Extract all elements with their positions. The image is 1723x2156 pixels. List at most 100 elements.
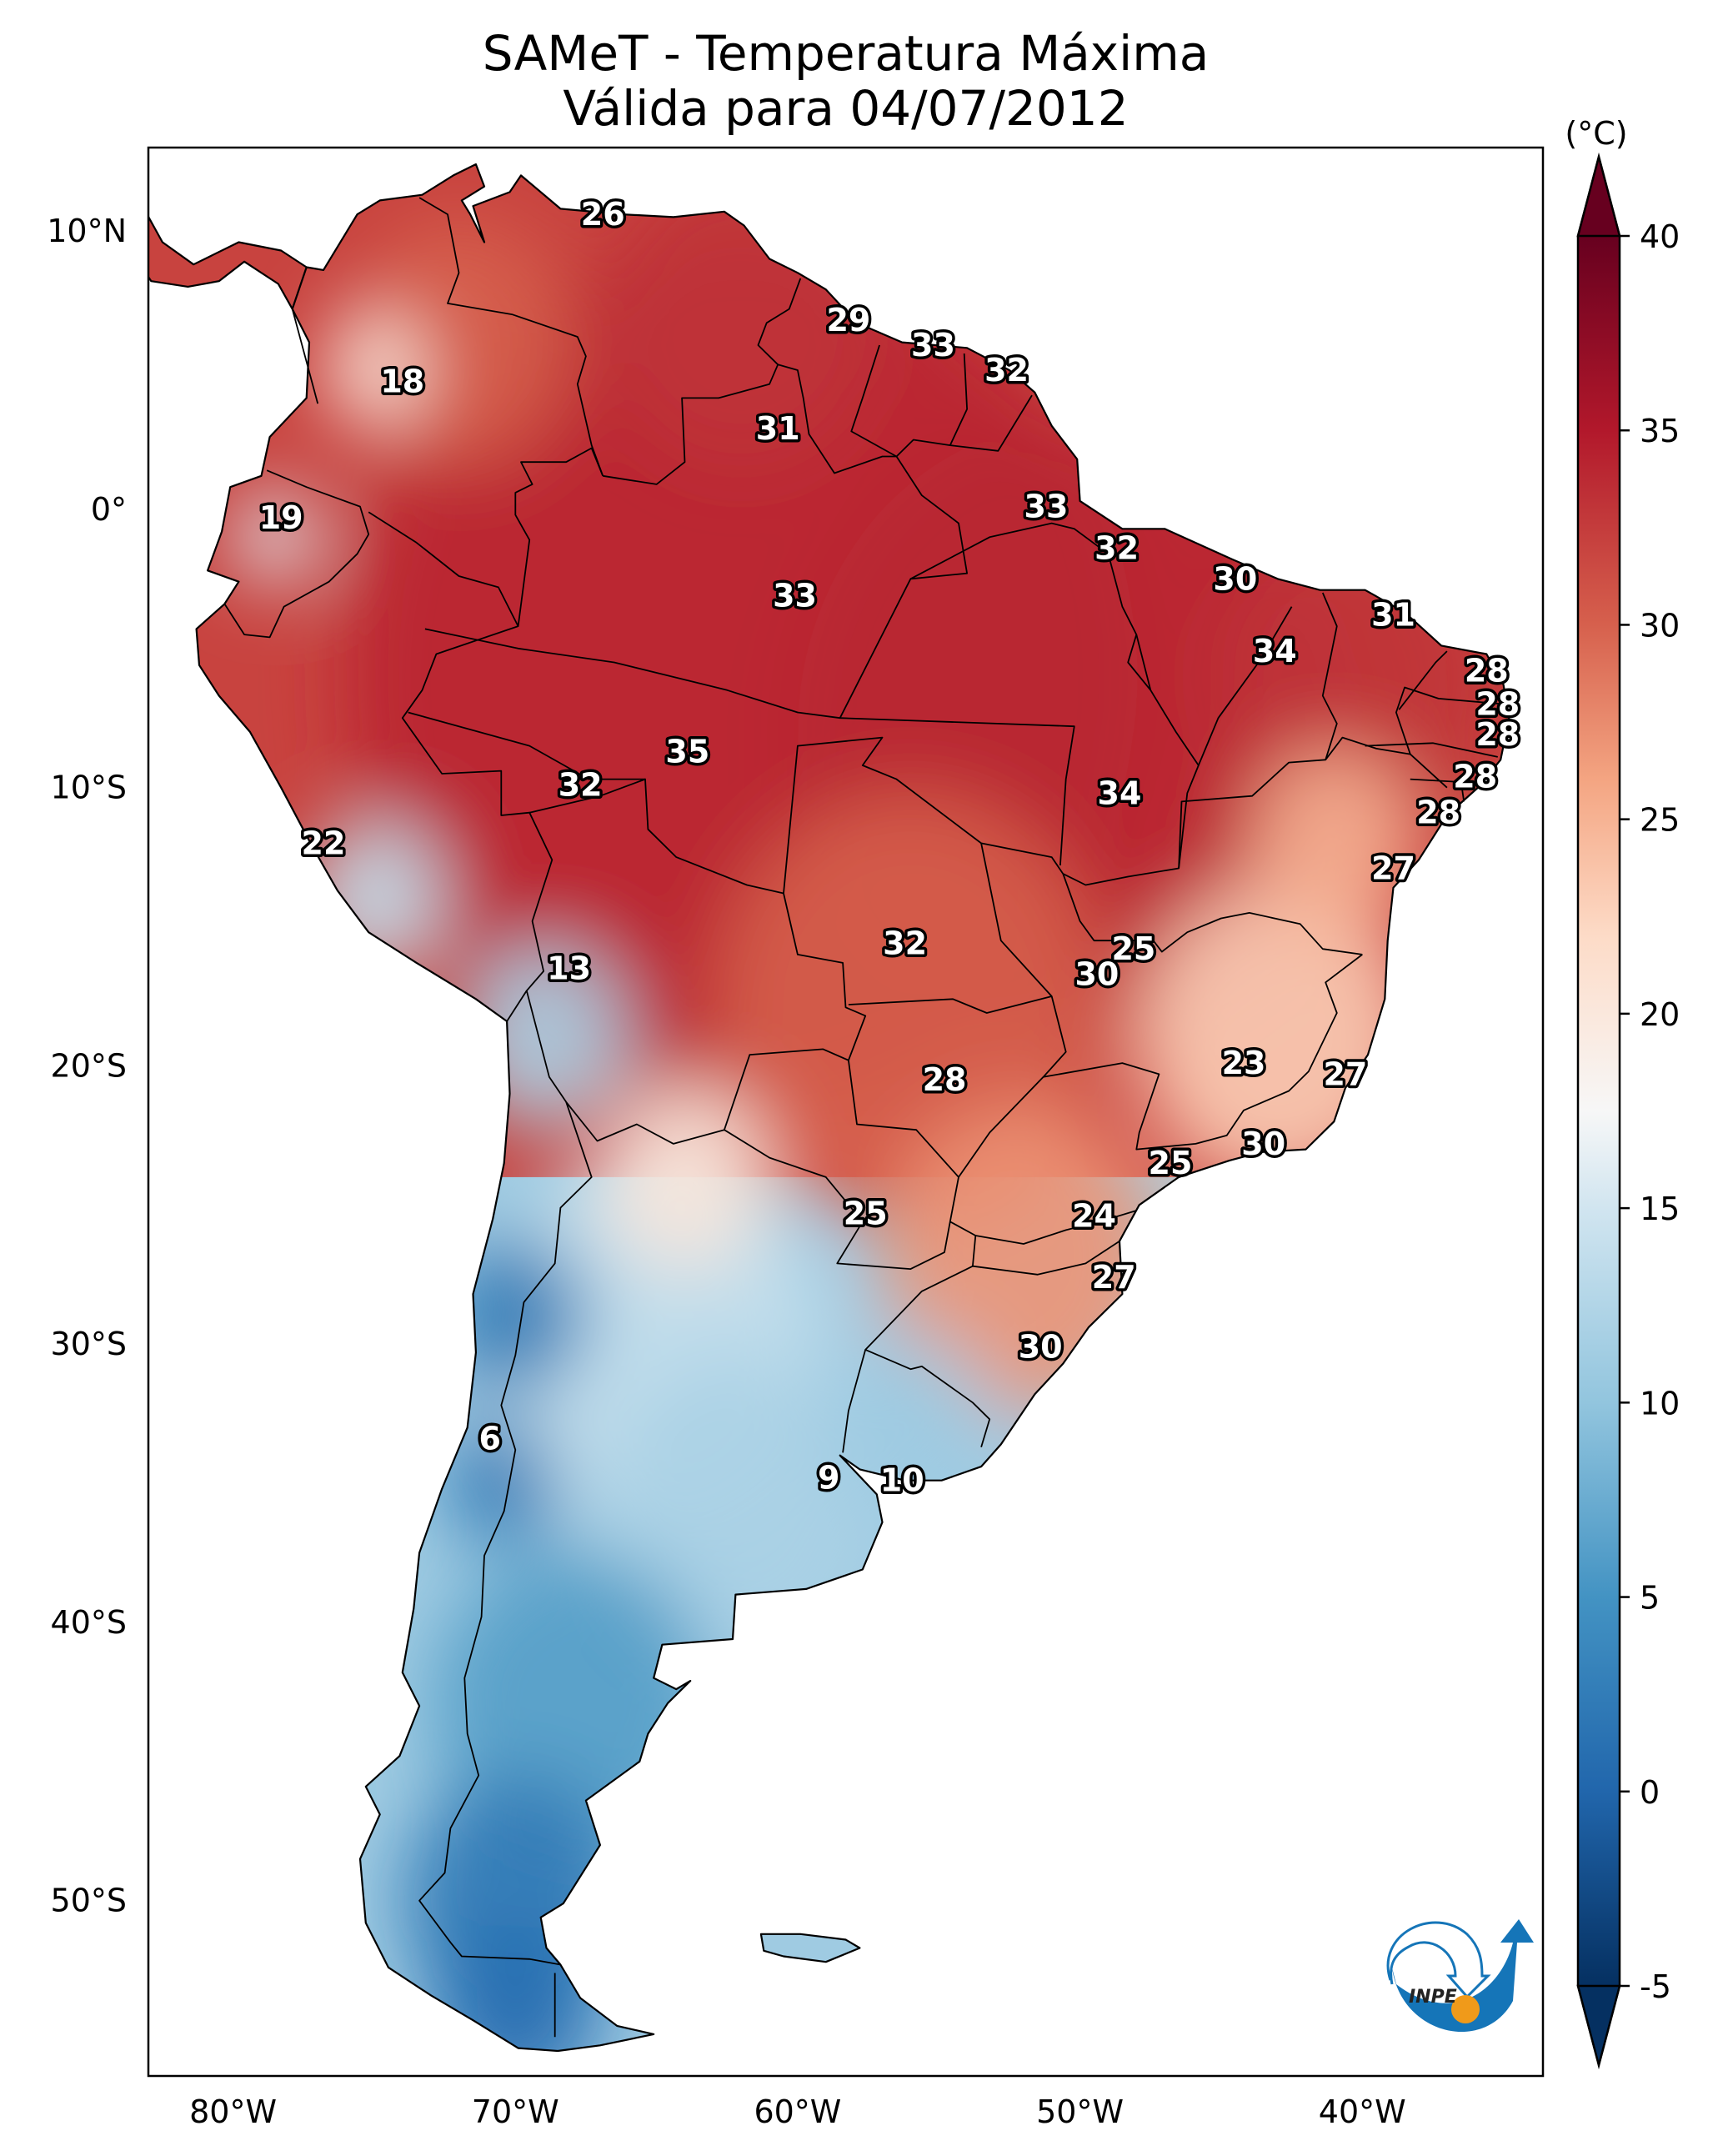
coastline bbox=[148, 163, 1510, 2053]
station-temp-label: 9 bbox=[818, 1459, 839, 1496]
colorbar-extend-max bbox=[1576, 153, 1621, 238]
border-line bbox=[848, 995, 1052, 1014]
x-axis: 80°W 70°W 60°W 50°W 40°W bbox=[189, 2093, 1406, 2130]
border-line bbox=[783, 634, 1200, 894]
field-blob bbox=[233, 490, 318, 584]
x-tick-label: 60°W bbox=[754, 2093, 841, 2130]
border-line bbox=[777, 353, 968, 474]
colorbar-tick-label: -5 bbox=[1640, 1968, 1671, 2005]
y-tick-label: 10°N bbox=[47, 213, 127, 249]
station-temp-label: 23 bbox=[1222, 1045, 1266, 1081]
field-blob bbox=[323, 313, 425, 427]
station-temp-label: 18 bbox=[380, 363, 424, 399]
y-tick-label: 0° bbox=[91, 491, 127, 528]
station-temp-label: 32 bbox=[984, 352, 1029, 389]
border-line bbox=[850, 344, 897, 458]
y-tick-label: 50°S bbox=[51, 1883, 127, 1919]
colorbar-tick-label: 5 bbox=[1640, 1580, 1660, 1617]
colorbar-tick-label: 35 bbox=[1640, 413, 1680, 449]
station-temp-label: 30 bbox=[1019, 1329, 1063, 1366]
station-temp-label: 19 bbox=[259, 499, 303, 536]
station-temp-label: 31 bbox=[1371, 597, 1415, 634]
x-tick-label: 50°W bbox=[1036, 2093, 1124, 2130]
station-temp-label: 25 bbox=[1111, 930, 1155, 967]
station-temp-label: 30 bbox=[1074, 955, 1119, 992]
colorbar: -5 0 5 10 15 20 25 30 35 40 (°C) bbox=[1565, 115, 1680, 2069]
field-blob bbox=[458, 945, 629, 1131]
colorbar-tick-label: 20 bbox=[1640, 996, 1680, 1033]
colorbar-gradient bbox=[1576, 153, 1621, 2069]
colorbar-tick-label: 10 bbox=[1640, 1385, 1680, 1421]
station-temp-label: 27 bbox=[1323, 1055, 1367, 1092]
border-line bbox=[1197, 606, 1293, 766]
station-temp-label: 28 bbox=[1465, 652, 1509, 689]
station-temp-label: 25 bbox=[844, 1195, 888, 1231]
station-temp-label: 28 bbox=[1475, 716, 1520, 753]
border-line bbox=[408, 711, 645, 780]
field-blob bbox=[430, 1918, 600, 2051]
inpe-sun-icon bbox=[1451, 1995, 1480, 2023]
station-temp-label: 30 bbox=[1213, 560, 1257, 597]
temperature-field bbox=[148, 164, 1510, 2051]
border-line bbox=[603, 278, 802, 485]
border-line bbox=[1395, 686, 1504, 755]
border-line bbox=[958, 843, 1067, 1178]
station-temp-label: 10 bbox=[880, 1462, 924, 1499]
field-blob bbox=[444, 1238, 586, 1394]
field-blob bbox=[1249, 750, 1419, 937]
station-temp-label: 34 bbox=[1253, 633, 1297, 669]
border-line bbox=[1043, 954, 1363, 1151]
station-temp-label: 33 bbox=[911, 327, 955, 364]
station-temp-label: 13 bbox=[547, 950, 591, 987]
station-temp-label: 27 bbox=[1092, 1259, 1136, 1296]
station-temp-label: 25 bbox=[1149, 1145, 1193, 1181]
y-tick-label: 20°S bbox=[51, 1047, 127, 1084]
station-temp-label: 27 bbox=[1371, 850, 1415, 886]
colorbar-tick-label: 40 bbox=[1640, 218, 1680, 255]
border-line bbox=[368, 511, 553, 1022]
chart-subtitle: Válida para 04/07/2012 bbox=[563, 80, 1129, 137]
chart-title: SAMeT - Temperatura Máxima bbox=[482, 25, 1210, 82]
border-line bbox=[839, 717, 1075, 866]
station-temp-label: 28 bbox=[1453, 758, 1497, 795]
station-temp-label: 32 bbox=[883, 925, 927, 962]
border-line bbox=[525, 778, 867, 1145]
station-temp-label: 6 bbox=[479, 1421, 501, 1457]
field-blob bbox=[444, 1421, 558, 1546]
country-borders bbox=[223, 197, 1504, 2038]
border-line bbox=[418, 1101, 593, 1966]
inpe-arrow-icon bbox=[1392, 1919, 1534, 2033]
inpe-logo-text: INPE bbox=[1409, 1987, 1457, 2008]
station-temp-label: 32 bbox=[558, 766, 603, 803]
inpe-swirl-icon bbox=[1386, 1921, 1491, 1999]
x-tick-label: 80°W bbox=[189, 2093, 277, 2130]
border-line bbox=[972, 1240, 1120, 1276]
colorbar-tick-label: 0 bbox=[1640, 1774, 1660, 1811]
x-tick-label: 40°W bbox=[1319, 2093, 1406, 2130]
inpe-logo: INPE bbox=[1386, 1919, 1534, 2033]
station-temp-label: 26 bbox=[581, 196, 625, 233]
station-temp-label: 32 bbox=[1094, 530, 1139, 567]
station-temp-label: 24 bbox=[1072, 1198, 1116, 1235]
field-blob bbox=[599, 1084, 770, 1271]
station-temp-label: 34 bbox=[1098, 775, 1142, 811]
station-temp-label: 28 bbox=[1475, 686, 1520, 723]
station-temp-label: 31 bbox=[756, 410, 800, 447]
station-temp-label: 22 bbox=[302, 825, 346, 861]
border-line bbox=[1062, 873, 1363, 955]
border-line bbox=[514, 447, 604, 627]
y-tick-label: 40°S bbox=[51, 1604, 127, 1641]
border-line bbox=[291, 308, 319, 404]
border-line bbox=[418, 197, 604, 477]
station-temp-label: 35 bbox=[665, 733, 709, 770]
border-line bbox=[909, 522, 1152, 691]
y-tick-label: 10°S bbox=[51, 770, 127, 806]
station-temp-label: 28 bbox=[1416, 795, 1460, 831]
border-line bbox=[223, 469, 370, 639]
border-line bbox=[1365, 742, 1498, 758]
border-line bbox=[1410, 778, 1465, 802]
